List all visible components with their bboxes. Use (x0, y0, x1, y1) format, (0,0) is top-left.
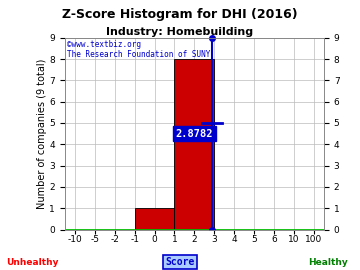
Text: Unhealthy: Unhealthy (6, 258, 59, 267)
Text: Score: Score (165, 257, 195, 267)
Y-axis label: Number of companies (9 total): Number of companies (9 total) (37, 59, 46, 209)
Text: 2.8782: 2.8782 (176, 129, 213, 139)
Bar (135, 208, 175, 230)
Text: Z-Score Histogram for DHI (2016): Z-Score Histogram for DHI (2016) (62, 8, 298, 21)
Text: Healthy: Healthy (308, 258, 347, 267)
Text: ©www.textbiz.org
The Research Foundation of SUNY: ©www.textbiz.org The Research Foundation… (67, 40, 211, 59)
Text: Industry: Homebuilding: Industry: Homebuilding (107, 27, 253, 37)
Bar (175, 59, 214, 230)
